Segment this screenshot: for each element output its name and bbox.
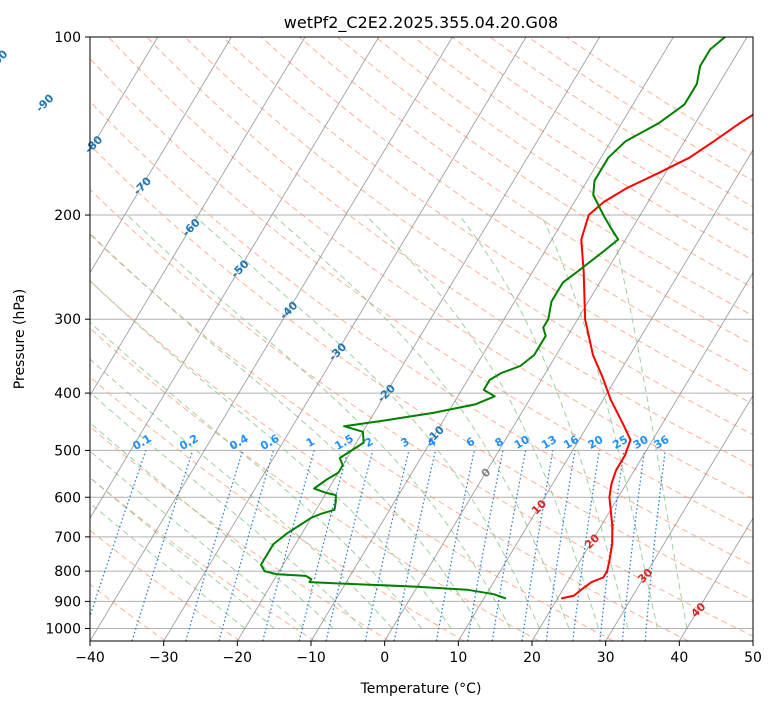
moist-adiabat-line <box>193 214 540 629</box>
moist-adiabats <box>90 214 688 629</box>
isotherm-line <box>90 37 159 151</box>
plot-frame <box>89 36 754 642</box>
moist-adiabat-line <box>90 280 452 629</box>
moist-adiabat-line <box>90 232 482 629</box>
x-tick-label: 50 <box>744 650 762 666</box>
x-tick-label: 20 <box>523 650 541 666</box>
moist-adiabat-line <box>90 321 423 629</box>
dry-adiabat-line <box>90 583 166 641</box>
y-tick-label: 1000 <box>45 621 81 637</box>
isotherm-line <box>531 271 753 641</box>
y-tick-label: 500 <box>54 443 81 459</box>
dry-adiabat-line <box>260 37 753 375</box>
dry-adiabat-line <box>108 37 753 500</box>
mixing-ratio-lines <box>90 450 666 641</box>
mixing-ratio-line <box>621 450 646 641</box>
x-axis-label: Temperature (°C) <box>360 681 482 697</box>
moist-adiabat-line <box>90 391 364 629</box>
y-tick-label: 900 <box>54 594 81 610</box>
temperature-profile-line <box>560 113 753 600</box>
dry-adiabat-line <box>90 327 540 641</box>
isotherm-line <box>457 149 753 641</box>
chart-title: wetPf2_C2E2.2025.355.04.20.G08 <box>284 13 558 33</box>
dry-adiabat-line <box>90 144 753 601</box>
dry-adiabat-line <box>90 57 753 533</box>
x-tick-label: 10 <box>449 650 467 666</box>
mixing-ratio-line <box>644 450 666 641</box>
isotherm-line <box>90 37 306 397</box>
dewpoint-profile-line <box>260 37 726 600</box>
sounding-series <box>260 37 753 600</box>
isotherm-line <box>163 37 527 641</box>
y-tick-label: 200 <box>54 208 81 224</box>
dry-adiabat-line <box>90 280 614 641</box>
y-tick-label: 400 <box>54 386 81 402</box>
mixing-ratio-line <box>325 450 374 641</box>
dry-adiabat-line <box>90 100 753 567</box>
x-tick-label: −30 <box>149 650 179 666</box>
skewed-isotherms <box>90 37 753 641</box>
isotherm-line <box>384 37 748 641</box>
y-axis-ticks: 100 200 300 400 500 600 700 800 900 1000 <box>45 30 90 637</box>
y-tick-label: 300 <box>54 312 81 328</box>
moist-adiabat-line <box>90 358 393 629</box>
dry-adiabat-line <box>90 529 241 641</box>
y-tick-label: 600 <box>54 490 81 506</box>
isotherm-line <box>605 394 753 641</box>
moist-adiabat-line <box>90 422 334 629</box>
x-tick-label: 0 <box>380 650 389 666</box>
x-tick-label: 30 <box>597 650 615 666</box>
isotherm-line <box>90 37 453 641</box>
mixing-ratio-line <box>572 450 600 641</box>
pressure-gridlines <box>90 37 753 629</box>
isotherm-line <box>90 37 232 274</box>
y-tick-label: 700 <box>54 530 81 546</box>
x-tick-label: −10 <box>296 650 326 666</box>
dry-adiabat-line <box>90 425 390 641</box>
isotherm-line <box>236 37 601 641</box>
isotherm-label: -100 <box>0 47 11 76</box>
isotherm-line <box>678 517 753 641</box>
mixing-ratio-line <box>262 450 315 641</box>
mixing-ratio-line <box>185 450 244 641</box>
moist-adiabat-line <box>607 214 688 629</box>
dry-adiabat-line <box>298 37 753 346</box>
isotherm-line <box>310 37 674 641</box>
y-tick-label: 100 <box>54 30 81 46</box>
mixing-ratio-line <box>131 450 194 641</box>
isotherm-line <box>90 37 380 520</box>
moist-adiabat-line <box>273 214 570 629</box>
dry-adiabat-line <box>90 233 689 641</box>
mixing-ratio-line <box>298 450 349 641</box>
x-tick-label: 40 <box>670 650 688 666</box>
x-tick-label: −40 <box>75 650 105 666</box>
dry-adiabat-line <box>90 376 465 641</box>
moist-adiabat-line <box>126 214 511 629</box>
mixing-ratio-line <box>545 450 576 641</box>
mixing-ratio-line <box>599 450 625 641</box>
x-tick-label: −20 <box>223 650 253 666</box>
dry-adiabat-line <box>146 37 753 467</box>
mixing-ratio-line <box>521 450 554 641</box>
y-axis-label: Pressure (hPa) <box>12 289 28 389</box>
x-axis-ticks: −40 −30 −20 −10 0 10 20 30 40 50 <box>75 641 762 666</box>
mixing-ratio-line <box>218 450 275 641</box>
y-tick-label: 800 <box>54 564 81 580</box>
